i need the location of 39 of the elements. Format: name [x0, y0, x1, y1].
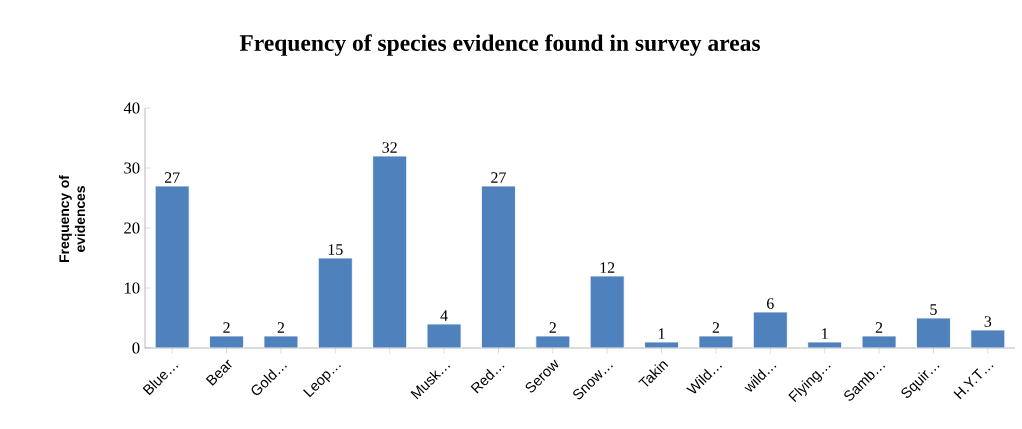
- bar: [644, 341, 679, 348]
- data-label: 2: [875, 322, 883, 333]
- data-label: 2: [277, 322, 285, 333]
- y-tick-label: 0: [132, 342, 140, 354]
- bar: [209, 335, 244, 348]
- data-label: 2: [549, 322, 556, 333]
- data-label: 27: [491, 172, 506, 183]
- bar: [916, 317, 951, 348]
- data-label: 4: [440, 310, 448, 321]
- data-label: 2: [712, 322, 720, 333]
- bar: [481, 185, 516, 348]
- data-label: 27: [164, 172, 180, 183]
- bar: [263, 335, 299, 348]
- data-label: 32: [382, 142, 397, 153]
- data-label: 2: [223, 322, 230, 333]
- data-label: 6: [767, 298, 774, 309]
- data-label: 12: [600, 262, 615, 273]
- data-label: 5: [930, 304, 937, 315]
- data-label: 3: [984, 316, 992, 327]
- bar: [426, 323, 462, 348]
- y-tick-label: 10: [124, 282, 140, 294]
- bar: [970, 329, 1006, 348]
- chart-title: Frequency of species evidence found in survey areas: [239, 34, 761, 56]
- data-label: 15: [328, 244, 343, 255]
- y-tick-label: 30: [124, 162, 140, 174]
- data-label: 1: [822, 328, 828, 339]
- bar: [372, 155, 408, 348]
- bar: [752, 311, 788, 348]
- bar: [698, 335, 734, 348]
- y-tick-label: 40: [123, 102, 140, 114]
- bar: [317, 257, 353, 348]
- bar: [535, 335, 571, 348]
- bar: [861, 335, 897, 348]
- data-label: 1: [658, 328, 665, 339]
- bar: [589, 275, 625, 348]
- y-axis-title: Frequency of evidences: [58, 175, 86, 262]
- y-tick-label: 20: [124, 222, 140, 234]
- bar: [154, 185, 190, 348]
- bar: [807, 341, 843, 348]
